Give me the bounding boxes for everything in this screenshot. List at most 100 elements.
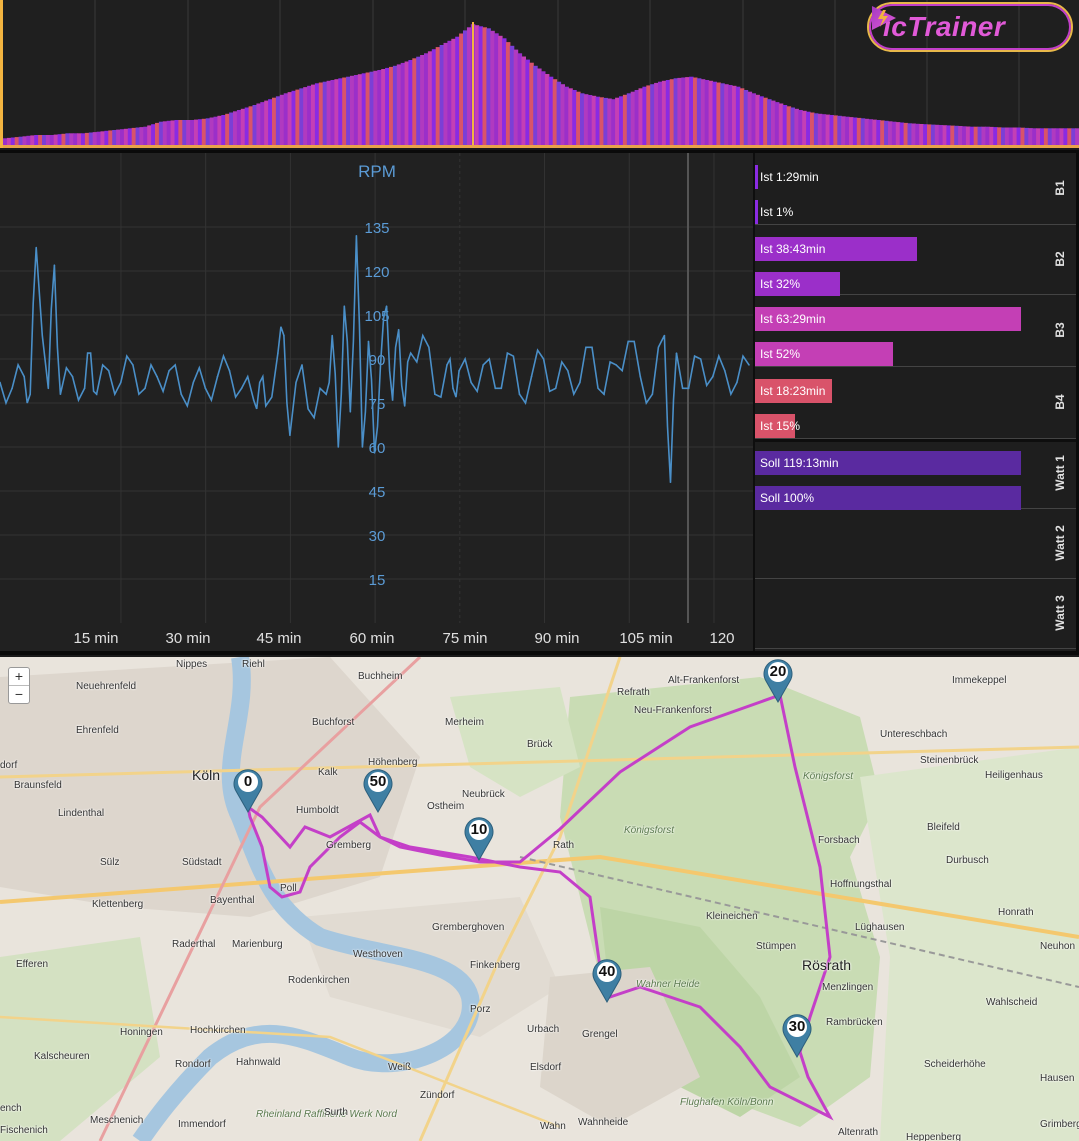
elevation-bar <box>408 60 413 145</box>
zone-bar-label: Ist 32% <box>760 277 801 291</box>
elevation-bar <box>825 114 831 145</box>
elevation-bar <box>178 120 183 145</box>
route-map[interactable]: + − 0 10 20 30 40 50 Nippes Riehl Buchheim Neueh… <box>0 657 1079 1141</box>
place-label: Neubrück <box>462 789 505 800</box>
rpm-point <box>482 364 485 366</box>
elevation-bar <box>143 126 148 145</box>
rpm-point <box>675 352 678 354</box>
rpm-point <box>23 375 25 378</box>
elevation-bar <box>700 79 706 145</box>
elevation-bar <box>872 119 877 145</box>
elevation-bar <box>755 94 760 145</box>
zoom-in-button[interactable]: + <box>14 668 24 684</box>
elevation-bar <box>693 77 698 145</box>
zone-group: B3 Ist 63:29min Ist 52% <box>755 295 1076 367</box>
elevation-bar <box>451 38 456 146</box>
elevation-bar <box>42 135 47 145</box>
elevation-chart <box>3 0 1079 148</box>
elevation-bar <box>61 133 66 146</box>
place-label: Grimberg <box>1040 1119 1079 1130</box>
elevation-bar <box>849 117 854 145</box>
rpm-point <box>168 369 170 372</box>
elevation-bar <box>233 111 238 146</box>
elevation-bar <box>439 45 445 145</box>
rpm-point <box>367 340 370 343</box>
elevation-bar <box>884 120 889 145</box>
zone-bar: Ist 15% <box>755 414 1021 438</box>
elevation-bar <box>466 27 472 145</box>
elevation-bar <box>268 99 273 145</box>
elevation-bar <box>81 133 86 145</box>
elevation-bar <box>1004 127 1010 145</box>
elevation-bar <box>350 75 355 145</box>
rpm-point <box>29 393 32 395</box>
elevation-bar <box>474 25 480 146</box>
km-marker[interactable]: 30 <box>781 1012 813 1059</box>
elevation-bar <box>517 53 523 145</box>
rpm-point <box>343 305 346 307</box>
elevation-bar <box>677 77 682 145</box>
zone-bar-fill <box>755 272 841 296</box>
elevation-bar <box>650 84 655 145</box>
place-label: Honingen <box>120 1027 163 1038</box>
elevation-bar <box>244 107 250 145</box>
place-label: Wahner Heide <box>636 979 700 990</box>
place-label: Forsbach <box>818 835 860 846</box>
rpm-point <box>71 375 74 378</box>
elevation-bar <box>275 96 281 146</box>
elevation-bar <box>568 88 573 145</box>
elevation-bar <box>412 58 417 145</box>
place-label: Westhoven <box>353 949 403 960</box>
elevation-bar <box>73 133 78 145</box>
elevation-bar <box>1051 128 1057 145</box>
place-label: Sülz <box>100 857 120 868</box>
zone-bar: Ist 32% <box>755 272 1021 296</box>
rpm-point <box>736 381 738 384</box>
elevation-bar <box>954 125 959 145</box>
elevation-bar <box>661 80 667 145</box>
elevation-bar <box>759 96 764 146</box>
rpm-point <box>446 364 448 366</box>
elevation-bar <box>685 77 690 145</box>
elevation-bar <box>287 92 293 145</box>
elevation-bar <box>342 77 347 145</box>
km-marker[interactable]: 50 <box>362 767 394 814</box>
place-label: Wahnheide <box>578 1117 629 1128</box>
place-label: Untereschbach <box>880 729 948 740</box>
rpm-point <box>434 393 436 395</box>
place-label: Steinenbrück <box>920 755 979 766</box>
rpm-point <box>258 381 261 384</box>
elevation-bar <box>155 122 160 145</box>
km-marker-label: 20 <box>769 663 787 680</box>
zoom-out-button[interactable]: − <box>9 685 29 703</box>
km-marker[interactable]: 20 <box>762 657 794 704</box>
elevation-bar <box>626 93 632 145</box>
elevation-bar <box>252 105 257 145</box>
elevation-bar <box>3 138 8 145</box>
place-label: Klettenberg <box>92 899 144 910</box>
place-label: Flughafen Köln/Bonn <box>680 1097 774 1108</box>
rpm-point <box>83 387 86 390</box>
place-label: Porz <box>470 1004 491 1015</box>
km-marker-label: 50 <box>369 773 387 790</box>
zone-bar: Ist 63:29min <box>755 307 1021 331</box>
elevation-bar <box>724 84 729 145</box>
rpm-point <box>422 334 424 337</box>
km-marker[interactable]: 10 <box>463 815 495 862</box>
elevation-bar <box>888 121 893 146</box>
elevation-bar <box>696 78 702 145</box>
rpm-point <box>379 364 382 366</box>
place-label: Fischenich <box>0 1125 48 1136</box>
km-marker[interactable]: 0 <box>232 767 264 814</box>
elevation-bar <box>911 123 916 145</box>
elevation-bar <box>732 85 737 145</box>
km-marker[interactable]: 40 <box>591 957 623 1004</box>
y-axis-label: RPM <box>358 162 396 181</box>
rpm-point <box>518 393 521 395</box>
elevation-bar <box>502 38 507 145</box>
elevation-bar <box>135 127 141 145</box>
elevation-bar <box>860 118 866 145</box>
rpm-point <box>47 387 50 390</box>
place-label: Surth <box>324 1107 348 1118</box>
place-label: Alt-Frankenforst <box>668 675 740 686</box>
